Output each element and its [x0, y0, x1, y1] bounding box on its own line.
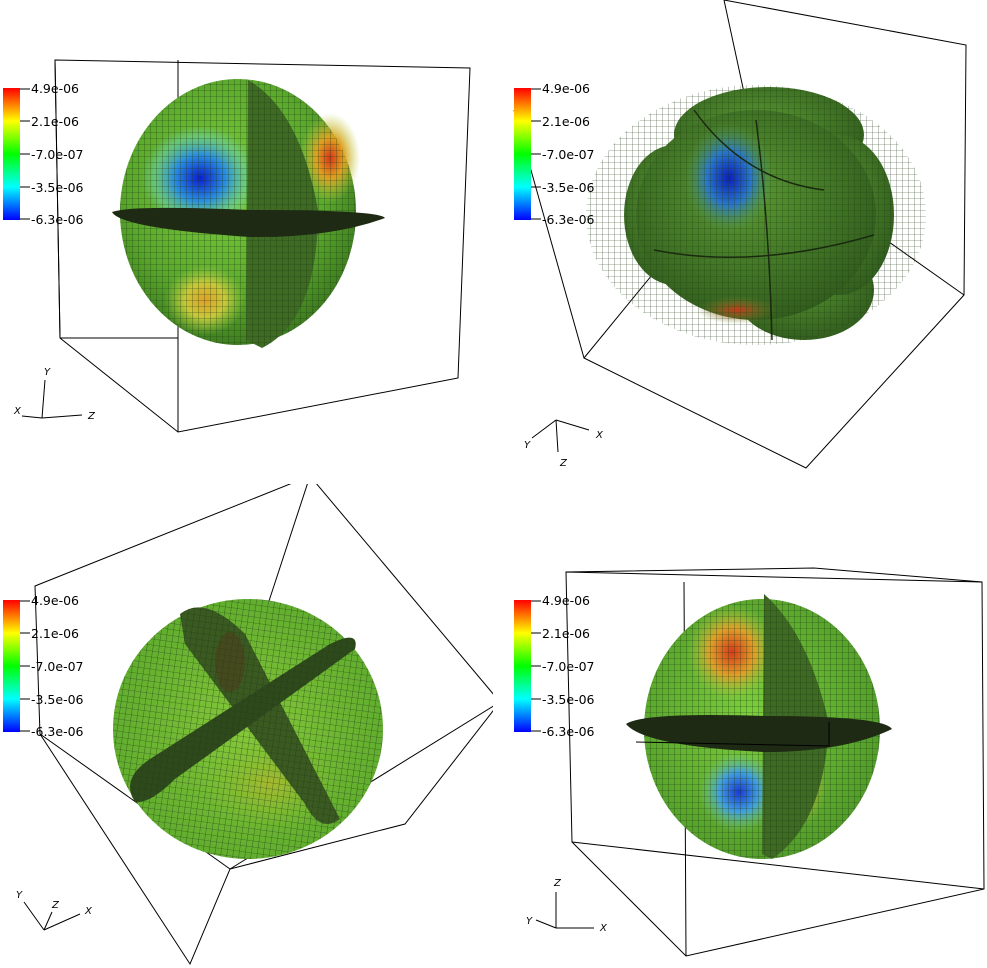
orientation-axes [23, 901, 81, 931]
orientation-axes [535, 892, 594, 929]
axis-label-c: X [84, 906, 93, 917]
axis-label-c: Z [87, 411, 96, 422]
colorbar-tick-2: 2.1e-06 [542, 626, 590, 641]
slice-edges [653, 109, 875, 341]
colorbar-tick-max: 4.9e-06 [542, 593, 590, 608]
colorbar: 4.9e-06 2.1e-06 -7.0e-07 -3.5e-06 -6.3e-… [3, 593, 84, 739]
axis-label-a: Z [553, 878, 562, 889]
colorbar: 4.9e-06 2.1e-06 -7.0e-07 -3.5e-06 -6.3e-… [3, 81, 84, 227]
colorbar-tick-3: -7.0e-07 [542, 147, 595, 162]
axis-label-c: Z [559, 458, 568, 469]
axis-label-b: Z [51, 900, 60, 911]
colorbar-tick-3: -7.0e-07 [31, 659, 84, 674]
colorbar-tick-min: -6.3e-06 [542, 212, 595, 227]
colorbar: 4.9e-06 2.1e-06 -7.0e-07 -3.5e-06 -6.3e-… [514, 593, 595, 739]
colorbar-tick-2: 2.1e-06 [31, 114, 79, 129]
colorbar-tick-4: -3.5e-06 [542, 692, 595, 707]
slice-planes [130, 607, 356, 824]
sphere-surface [113, 599, 383, 859]
clover-surface [586, 85, 926, 345]
colorbar-tick-2: 2.1e-06 [31, 626, 79, 641]
colorbar: 4.9e-06 2.1e-06 -7.0e-07 -3.5e-06 -6.3e-… [514, 81, 595, 227]
colorbar-tick-2: 2.1e-06 [542, 114, 590, 129]
panel-bottom-left: 4.9e-06 2.1e-06 -7.0e-07 -3.5e-06 -6.3e-… [0, 484, 493, 968]
render-view-2: 4.9e-06 2.1e-06 -7.0e-07 -3.5e-06 -6.3e-… [513, 0, 967, 469]
axis-label-a: Y [524, 440, 531, 451]
colorbar-tick-4: -3.5e-06 [542, 180, 595, 195]
colorbar-tick-3: -7.0e-07 [542, 659, 595, 674]
colorbar-tick-max: 4.9e-06 [31, 81, 79, 96]
render-view-1: 4.9e-06 2.1e-06 -7.0e-07 -3.5e-06 -6.3e-… [3, 59, 471, 433]
axis-label-b: Y [526, 916, 533, 927]
slice-plane-horizontal [112, 207, 385, 238]
colorbar-tick-max: 4.9e-06 [31, 593, 79, 608]
axis-label-c: X [599, 923, 608, 934]
colorbar-tick-min: -6.3e-06 [31, 724, 84, 739]
axis-label-b: X [13, 406, 22, 417]
colorbar-tick-min: -6.3e-06 [542, 724, 595, 739]
panel-bottom-right: 4.9e-06 2.1e-06 -7.0e-07 -3.5e-06 -6.3e-… [494, 484, 987, 968]
axis-label-b: X [595, 430, 604, 441]
orientation-axes [531, 419, 590, 453]
render-view-4: 4.9e-06 2.1e-06 -7.0e-07 -3.5e-06 -6.3e-… [514, 567, 985, 957]
colorbar-tick-3: -7.0e-07 [31, 147, 84, 162]
colorbar-tick-min: -6.3e-06 [31, 212, 84, 227]
axis-label-a: Y [44, 367, 51, 378]
axis-label-a: Y [16, 890, 23, 901]
render-view-3: 4.9e-06 2.1e-06 -7.0e-07 -3.5e-06 -6.3e-… [3, 484, 493, 966]
colorbar-tick-4: -3.5e-06 [31, 692, 84, 707]
panel-top-left: 4.9e-06 2.1e-06 -7.0e-07 -3.5e-06 -6.3e-… [0, 0, 493, 484]
orientation-axes [21, 379, 83, 419]
colorbar-tick-4: -3.5e-06 [31, 180, 84, 195]
colorbar-tick-max: 4.9e-06 [542, 81, 590, 96]
panel-top-right: 4.9e-06 2.1e-06 -7.0e-07 -3.5e-06 -6.3e-… [494, 0, 987, 484]
